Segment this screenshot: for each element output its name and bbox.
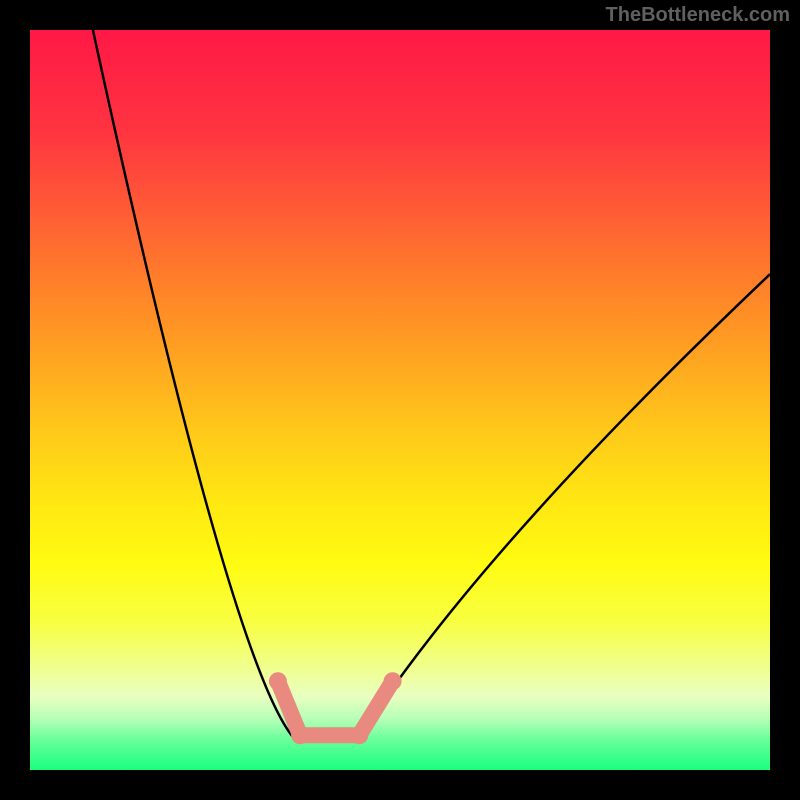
- bottleneck-chart: [0, 0, 800, 800]
- watermark-text: TheBottleneck.com: [606, 4, 790, 27]
- highlight-dot-2: [350, 726, 368, 744]
- chart-container: TheBottleneck.com: [0, 0, 800, 800]
- plot-background: [30, 30, 770, 770]
- highlight-dot-0: [269, 672, 287, 690]
- highlight-dot-3: [384, 672, 402, 690]
- highlight-dot-1: [291, 726, 309, 744]
